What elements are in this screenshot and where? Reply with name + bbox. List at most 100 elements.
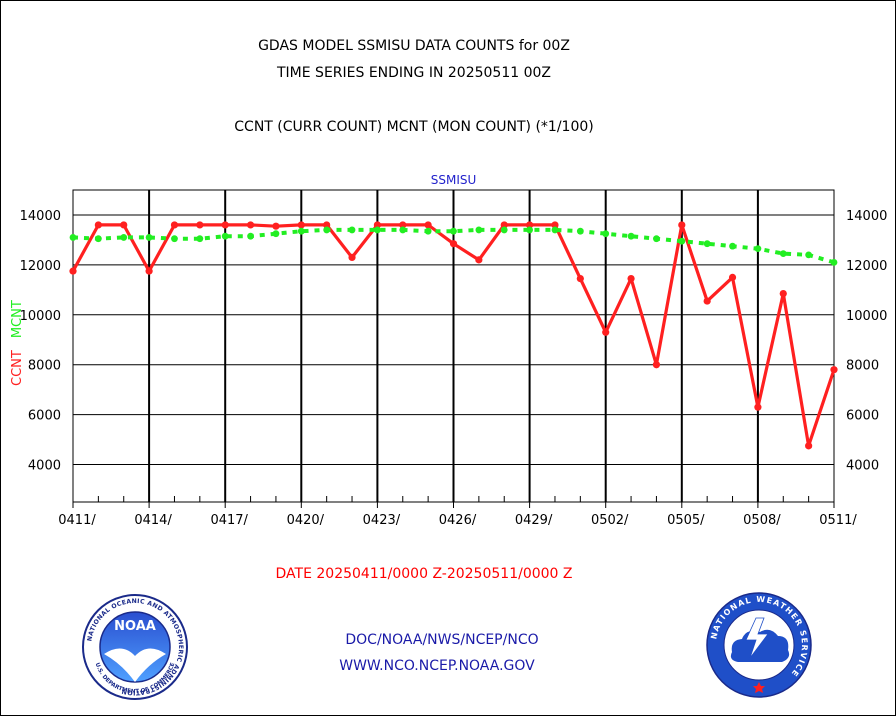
x-tick-label: 0508/ — [743, 513, 781, 528]
ccnt-series-point — [754, 403, 762, 411]
chart-title-line1: GDAS MODEL SSMISU DATA COUNTS for 00Z — [258, 38, 570, 54]
mcnt-series-point — [221, 232, 229, 240]
ccnt-series-point — [94, 221, 102, 229]
ccnt-series-point — [526, 221, 534, 229]
mcnt-series-point — [678, 237, 686, 245]
mcnt-series-point — [500, 226, 508, 234]
mcnt-series-point — [399, 226, 407, 234]
x-tick-label: 0426/ — [439, 513, 477, 528]
mcnt-series-point — [729, 242, 736, 250]
x-tick-label: 0505/ — [667, 513, 705, 528]
ccnt-series-point — [196, 221, 204, 229]
noaa-seal-icon: NOAA NATIONAL OCEANIC AND ATMOSPHERIC AD… — [82, 594, 188, 700]
y-tick-label-left: 6000 — [28, 409, 61, 424]
mcnt-series-point — [171, 235, 178, 243]
ccnt-series-point — [678, 221, 686, 229]
mcnt-series-point — [272, 230, 280, 238]
ccnt-series-point — [475, 256, 483, 264]
chart-title-line2: TIME SERIES ENDING IN 20250511 00Z — [277, 65, 551, 81]
ccnt-series-point — [170, 221, 179, 229]
y-tick-label-right: 4000 — [846, 459, 879, 474]
ccnt-series-point — [373, 221, 381, 229]
mcnt-series-point — [754, 245, 762, 253]
y-axis-label: CCNT MCNT — [10, 300, 25, 386]
ccnt-series-point — [551, 221, 559, 229]
mcnt-series-point — [247, 232, 254, 240]
y-axis-label-ccnt: CCNT — [10, 350, 25, 386]
mcnt-series-point — [602, 230, 610, 238]
ccnt-series-point — [500, 221, 508, 229]
mcnt-series-point — [348, 226, 356, 234]
ccnt-series-point — [728, 273, 737, 281]
ccnt-series-point — [120, 221, 128, 229]
y-tick-label-right: 12000 — [846, 259, 887, 274]
chart-title-line3: CCNT (CURR COUNT) MCNT (MON COUNT) (*1/1… — [234, 119, 594, 135]
ccnt-series-point — [424, 221, 432, 229]
ccnt-series-point — [449, 240, 458, 248]
ccnt-series-point — [830, 366, 838, 374]
ccnt-series-point — [323, 221, 331, 229]
x-tick-label: 0420/ — [287, 513, 325, 528]
ccnt-series-point — [703, 297, 711, 305]
mcnt-series-point — [323, 226, 331, 234]
y-tick-label-left: 14000 — [20, 209, 61, 224]
ccnt-series-point — [221, 221, 229, 229]
ccnt-series-point — [399, 221, 407, 229]
mcnt-series-point — [374, 226, 381, 234]
ccnt-series-point — [297, 221, 305, 229]
y-tick-label-right: 6000 — [846, 409, 879, 424]
x-tick-label: 0411/ — [58, 513, 96, 528]
mcnt-series-point — [830, 258, 838, 266]
mcnt-series-point — [627, 232, 635, 240]
mcnt-series-point — [94, 235, 102, 243]
y-tick-label-left: 4000 — [28, 459, 61, 474]
mcnt-series-point — [576, 227, 584, 235]
ccnt-series-point — [246, 221, 255, 229]
y-tick-label-left: 8000 — [28, 359, 61, 374]
x-tick-label: 0429/ — [515, 513, 553, 528]
ccnt-series-point — [602, 328, 610, 336]
x-tick-label: 0511/ — [819, 513, 857, 528]
y-tick-label-right: 14000 — [846, 209, 887, 224]
ccnt-series-point — [779, 289, 787, 298]
mcnt-series-point — [653, 235, 660, 243]
ccnt-series-point — [805, 442, 813, 450]
ccnt-series-point — [272, 222, 280, 230]
mcnt-series-point — [196, 235, 204, 243]
ccnt-series-point — [576, 275, 584, 283]
x-tick-label: 0502/ — [591, 513, 629, 528]
mcnt-series-point — [526, 226, 533, 234]
mcnt-series-point — [779, 250, 787, 258]
chart-series-title: SSMISU — [431, 173, 477, 187]
credit-line-website: WWW.NCO.NCEP.NOAA.GOV — [339, 658, 535, 674]
x-tick-label: 0423/ — [363, 513, 401, 528]
mcnt-series-point — [805, 251, 813, 259]
y-tick-label-right: 8000 — [846, 359, 879, 374]
mcnt-series-point — [450, 227, 457, 235]
y-tick-label-right: 10000 — [846, 309, 887, 324]
mcnt-series-point — [297, 227, 305, 235]
mcnt-series-point — [69, 234, 77, 241]
x-tick-label: 0414/ — [134, 513, 172, 528]
ccnt-series-point — [627, 275, 635, 283]
mcnt-series-point — [424, 227, 432, 235]
y-axis-label-mcnt: MCNT — [10, 300, 25, 338]
y-tick-label-left: 10000 — [20, 309, 61, 324]
ccnt-series-point — [652, 361, 661, 369]
nws-seal-icon: NATIONAL WEATHER SERVICE — [706, 592, 812, 698]
mcnt-series-point — [551, 226, 559, 234]
mcnt-series-point — [703, 240, 711, 248]
date-range-label: DATE 20250411/0000 Z-20250511/0000 Z — [275, 566, 573, 582]
y-tick-label-left: 12000 — [20, 259, 61, 274]
mcnt-series-point — [120, 234, 128, 241]
mcnt-series-point — [475, 226, 483, 234]
ccnt-series-point — [69, 267, 77, 275]
ccnt-series-point — [348, 253, 356, 261]
credit-line-org: DOC/NOAA/NWS/NCEP/NCO — [345, 632, 539, 648]
noaa-center-text: NOAA — [114, 619, 156, 634]
ccnt-series-point — [145, 267, 153, 275]
mcnt-series-point — [145, 234, 153, 241]
x-tick-label: 0417/ — [210, 513, 248, 528]
